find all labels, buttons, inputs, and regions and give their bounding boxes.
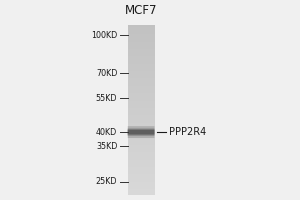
Text: MCF7: MCF7 bbox=[125, 4, 157, 17]
Text: 100KD: 100KD bbox=[91, 31, 117, 40]
FancyBboxPatch shape bbox=[128, 126, 154, 138]
Text: 35KD: 35KD bbox=[96, 142, 117, 151]
Text: 55KD: 55KD bbox=[96, 94, 117, 103]
Text: 40KD: 40KD bbox=[96, 128, 117, 137]
Text: 25KD: 25KD bbox=[96, 177, 117, 186]
FancyBboxPatch shape bbox=[128, 129, 154, 136]
Text: 70KD: 70KD bbox=[96, 69, 117, 78]
FancyBboxPatch shape bbox=[128, 130, 154, 134]
Text: PPP2R4: PPP2R4 bbox=[169, 127, 207, 137]
